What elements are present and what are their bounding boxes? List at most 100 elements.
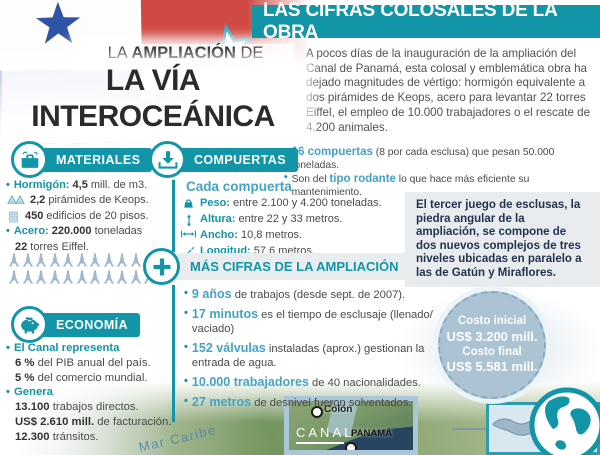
- eiffel-icon: [62, 270, 74, 285]
- line-text: 10.000 trabajadores de 40 nacionalidades…: [192, 375, 421, 391]
- esclusas-note: El tercer juego de esclusas, la piedra a…: [405, 192, 600, 288]
- compuertas-bullets: • 16 compuertas (8 por cada esclusa) que …: [284, 145, 600, 199]
- text-segment: 152 válvulas: [191, 340, 266, 355]
- eiffel-tower-row: [8, 270, 174, 285]
- bullet: •: [184, 287, 188, 299]
- line-text: Son del tipo rodante lo que hace más efi…: [292, 172, 600, 199]
- line-text: 27 metros de desnivel fueron solventados…: [192, 395, 412, 411]
- section-header-economia: ECONOMÍA: [11, 306, 140, 343]
- text-segment: torres Eiffel.: [27, 240, 89, 253]
- section-header-materiales: MATERIALES: [11, 141, 153, 178]
- eiffel-icon: [116, 253, 128, 268]
- section-title: MÁS CIFRAS DE LA AMPLIACIÓN: [172, 253, 411, 280]
- text-segment: Peso:: [200, 197, 234, 209]
- info-line: • Genera: [6, 386, 178, 400]
- text-segment: 220.000: [51, 225, 92, 238]
- economia-list: • El Canal representa 6 % del PIB anual de…: [6, 342, 178, 445]
- divider-rule: [172, 285, 175, 422]
- line-text: 152 válvulas instaladas (aprox.) gestion…: [192, 341, 434, 370]
- title-pre: LA: [107, 44, 132, 62]
- bullet: •: [6, 179, 10, 191]
- text-segment: tipo rodante: [329, 173, 396, 186]
- eiffel-icon: [49, 253, 61, 268]
- info-line: 450 edificios de 20 pisos.: [6, 210, 178, 223]
- eiffel-icon: [89, 253, 101, 268]
- line-text: 16 compuertas (8 por cada esclusa) que p…: [292, 145, 600, 172]
- inset-connector-line: [452, 428, 486, 430]
- height-icon: [181, 214, 196, 227]
- line-text: Hormigón: 4,5 mill. de m3.: [14, 179, 147, 192]
- eiffel-icon: [76, 253, 88, 268]
- text-segment: Hormigón:: [13, 179, 73, 191]
- text-segment: 10,8 metros.: [240, 229, 303, 242]
- info-line: • 17 minutos es el tiempo de esclusaje (l…: [184, 307, 434, 336]
- line-text: 22 torres Eiffel.: [15, 241, 89, 254]
- text-segment: 4,5: [72, 179, 88, 191]
- text-segment: pirámides de Keops.: [45, 194, 149, 207]
- line-text: 450 edificios de 20 pisos.: [25, 210, 149, 223]
- cost-value: US$ 5.581 mill.: [446, 359, 538, 375]
- text-segment: El Canal representa: [13, 342, 120, 354]
- weight-icon: [181, 198, 196, 209]
- info-line: • Hormigón: 4,5 mill. de m3.: [6, 179, 178, 192]
- title-line-small: LA AMPLIACIÓN DE: [78, 44, 293, 63]
- eiffel-icon: [130, 253, 142, 268]
- eiffel-icon: [49, 270, 61, 285]
- eiffel-icon: [116, 270, 128, 285]
- cost-label: Costo inicial: [457, 315, 527, 328]
- text-segment: Altura:: [200, 212, 239, 225]
- line-text: 17 minutos es el tiempo de esclusaje (ll…: [192, 307, 434, 336]
- line-text: Peso: entre 2.100 y 4.200 toneladas.: [200, 197, 382, 210]
- info-line: 2,2 pirámides de Keops.: [6, 194, 178, 207]
- text-segment: 5 %: [15, 371, 35, 384]
- text-segment: del PIB anual del país.: [34, 356, 151, 369]
- text-segment: de 40 nacionalidades.: [308, 376, 421, 389]
- info-line: 12.300 tránsitos.: [6, 431, 178, 445]
- text-segment: 16 compuertas: [291, 146, 373, 158]
- eiffel-icon: [35, 253, 47, 268]
- mas-cifras-list: • 9 años de trabajos (desde sept. de 2007…: [184, 287, 434, 415]
- text-segment: 27 metros: [191, 394, 252, 409]
- text-segment: 12.300: [15, 430, 50, 443]
- line-text: Ancho: 10,8 metros.: [200, 229, 302, 242]
- materiales-list: • Hormigón: 4,5 mill. de m3. 2,2 pirámides…: [6, 179, 178, 256]
- text-segment: Genera: [13, 386, 53, 399]
- text-segment: de desnivel fueron solventados.: [251, 396, 412, 409]
- cost-badge: Costo inicial US$ 3.200 mill. Costo fina…: [438, 291, 546, 399]
- info-line: Altura: entre 22 y 33 metros.: [181, 213, 446, 227]
- info-line: • El Canal representa: [6, 342, 178, 356]
- info-line: • Acero: 220.000 toneladas: [6, 225, 178, 238]
- line-text: Genera: [14, 386, 53, 400]
- bullet: •: [6, 225, 10, 238]
- info-line: US$ 2.610 mill. de facturación.: [6, 416, 178, 430]
- text-segment: Son del: [291, 174, 330, 186]
- country-label: PANAMÁ: [351, 428, 392, 439]
- title-post: DE: [235, 44, 264, 62]
- width-icon: [181, 230, 196, 238]
- section-header-compuertas: COMPUERTAS: [149, 141, 298, 178]
- line-text: 13.100 trabajos directos.: [15, 401, 139, 415]
- text-segment: lo que hace más eficiente su mantenimien…: [291, 174, 530, 198]
- line-text: US$ 2.610 mill. de facturación.: [15, 416, 171, 430]
- eiffel-icon: [22, 270, 34, 285]
- text-segment: edificios de 20 pisos.: [43, 209, 149, 222]
- text-segment: tránsitos.: [49, 430, 99, 443]
- line-text: 9 años de trabajos (desde sept. de 2007)…: [192, 287, 405, 303]
- gates-icon: [149, 141, 186, 178]
- section-title: ECONOMÍA: [40, 312, 140, 337]
- info-line: •16 compuertas (8 por cada esclusa) que …: [284, 145, 600, 172]
- line-text: 6 % del PIB anual del país.: [15, 357, 151, 371]
- text-segment: mill. de m3.: [87, 179, 148, 191]
- line-text: 12.300 tránsitos.: [15, 431, 99, 445]
- canal-label: CANAL: [296, 425, 355, 440]
- info-line: • 10.000 trabajadores de 40 nacionalidade…: [184, 375, 434, 391]
- cost-value: US$ 3.200 mill.: [446, 328, 538, 344]
- text-segment: del comercio mundial.: [34, 371, 148, 384]
- info-line: Ancho: 10,8 metros.: [181, 229, 446, 242]
- text-segment: entre 22 y 33 metros.: [238, 212, 343, 225]
- eiffel-icon: [8, 253, 20, 268]
- canal-map-frame: Colón CANAL PANAMÁ: [284, 396, 418, 455]
- text-segment: 450: [25, 209, 44, 222]
- eiffel-icon: [76, 270, 88, 285]
